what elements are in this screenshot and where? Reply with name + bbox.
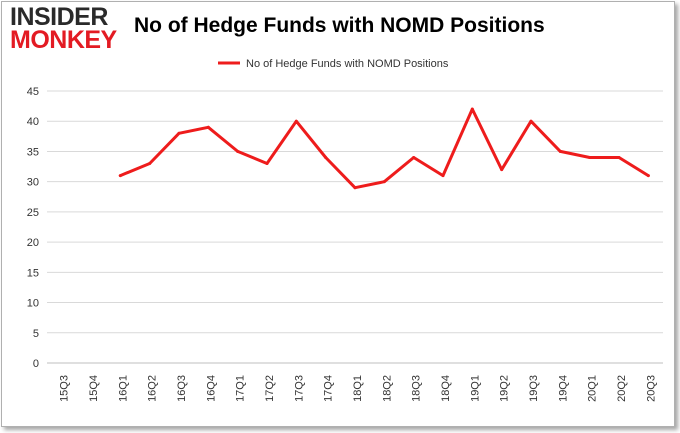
x-tick-label: 16Q1 <box>117 375 129 402</box>
data-point <box>148 162 152 166</box>
x-tick-label: 19Q2 <box>499 375 511 402</box>
chart-title: No of Hedge Funds with NOMD Positions <box>134 14 545 37</box>
data-point <box>646 174 650 178</box>
x-tick-label: 16Q4 <box>205 375 217 402</box>
data-point <box>206 125 210 129</box>
data-point <box>294 119 298 123</box>
y-tick-label: 45 <box>27 86 39 98</box>
x-tick-label: 18Q4 <box>440 375 452 402</box>
data-point <box>441 174 445 178</box>
y-tick-label: 20 <box>27 237 39 249</box>
y-tick-label: 30 <box>27 177 39 189</box>
data-point <box>588 155 592 159</box>
y-tick-label: 0 <box>33 358 39 370</box>
x-tick-label: 17Q2 <box>264 375 276 402</box>
logo-line-bottom: MONKEY <box>10 26 117 54</box>
data-point <box>353 186 357 190</box>
x-tick-label: 18Q3 <box>411 375 423 402</box>
data-point <box>324 155 328 159</box>
x-tick-label: 20Q3 <box>645 375 657 402</box>
y-tick-label: 25 <box>27 207 39 219</box>
y-tick-label: 15 <box>27 267 39 279</box>
data-point <box>177 131 181 135</box>
legend-label: No of Hedge Funds with NOMD Positions <box>246 58 449 70</box>
data-point <box>529 119 533 123</box>
x-tick-label: 18Q2 <box>381 375 393 402</box>
logo-line-top: INSIDER <box>10 3 108 31</box>
y-tick-label: 40 <box>27 116 39 128</box>
data-point <box>236 149 240 153</box>
x-tick-label: 15Q4 <box>88 375 100 402</box>
y-tick-label: 5 <box>33 328 39 340</box>
x-tick-label: 17Q3 <box>293 375 305 402</box>
y-tick-label: 10 <box>27 298 39 310</box>
x-tick-label: 20Q1 <box>587 375 599 402</box>
data-point <box>500 168 504 172</box>
data-point <box>382 180 386 184</box>
y-tick-label: 35 <box>27 146 39 158</box>
data-point <box>470 107 474 111</box>
data-point <box>412 155 416 159</box>
x-tick-label: 17Q1 <box>235 375 247 402</box>
insider-monkey-logo: INSIDER MONKEY <box>10 3 125 58</box>
x-tick-label: 19Q1 <box>469 375 481 402</box>
chart-frame <box>1 1 675 427</box>
x-tick-label: 16Q2 <box>147 375 159 402</box>
x-tick-label: 16Q3 <box>176 375 188 402</box>
x-tick-label: 18Q1 <box>352 375 364 402</box>
x-tick-label: 19Q3 <box>528 375 540 402</box>
x-tick-label: 17Q4 <box>323 375 335 402</box>
data-point <box>118 174 122 178</box>
data-point <box>265 162 269 166</box>
x-tick-label: 15Q3 <box>59 375 71 402</box>
data-point <box>617 155 621 159</box>
data-point <box>558 149 562 153</box>
x-tick-label: 20Q2 <box>616 375 628 402</box>
x-tick-label: 19Q4 <box>557 375 569 402</box>
